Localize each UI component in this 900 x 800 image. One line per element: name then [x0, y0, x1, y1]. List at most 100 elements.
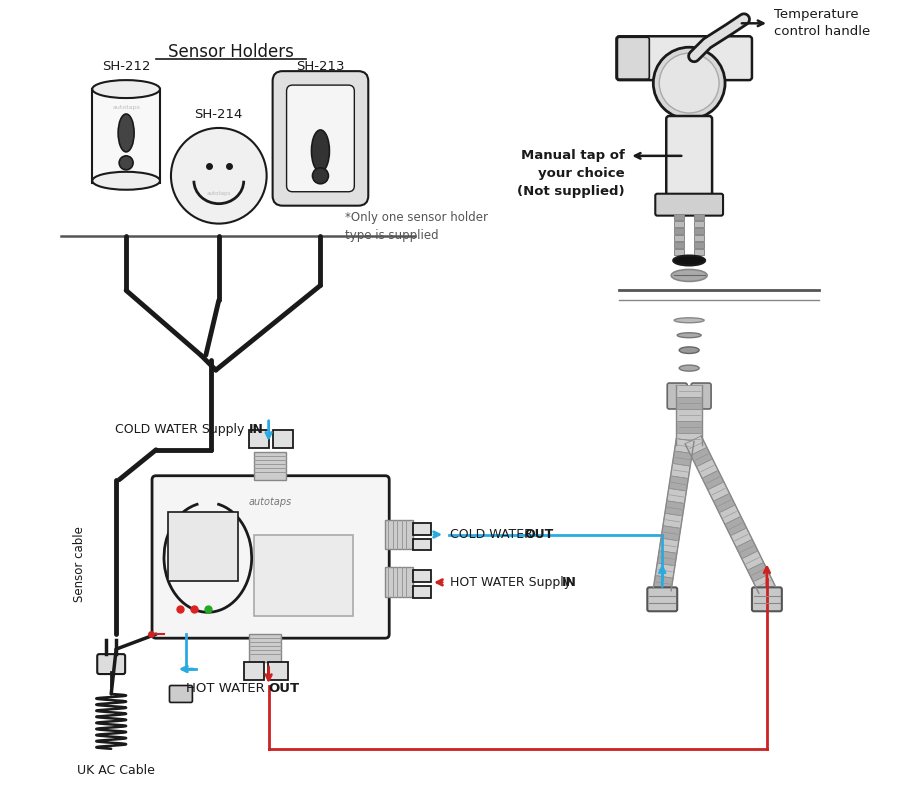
Polygon shape [670, 463, 690, 478]
Ellipse shape [677, 333, 701, 338]
Polygon shape [731, 528, 752, 547]
Bar [674, 214, 684, 220]
FancyBboxPatch shape [616, 36, 751, 80]
FancyBboxPatch shape [617, 38, 649, 79]
Polygon shape [685, 436, 706, 455]
Text: UK AC Cable: UK AC Cable [77, 764, 155, 777]
Bar [413, 538, 431, 550]
Polygon shape [742, 551, 763, 570]
Bar [385, 567, 413, 598]
FancyBboxPatch shape [752, 587, 782, 611]
FancyBboxPatch shape [667, 383, 688, 409]
Bar [413, 586, 431, 598]
Bar [694, 242, 704, 247]
Polygon shape [653, 575, 673, 590]
FancyBboxPatch shape [691, 383, 711, 409]
Polygon shape [719, 505, 741, 524]
Bar [694, 214, 704, 220]
Polygon shape [672, 451, 692, 466]
Polygon shape [676, 397, 702, 409]
Ellipse shape [680, 347, 699, 354]
FancyBboxPatch shape [286, 85, 355, 192]
Polygon shape [665, 501, 685, 516]
Circle shape [119, 156, 133, 170]
Text: autotaps: autotaps [207, 191, 231, 196]
Bar [674, 234, 684, 241]
Text: COLD WATER Supply: COLD WATER Supply [115, 423, 248, 436]
Text: SH-213: SH-213 [296, 60, 345, 73]
Text: COLD WATER: COLD WATER [450, 528, 537, 541]
Ellipse shape [671, 270, 707, 282]
FancyBboxPatch shape [273, 71, 368, 206]
Circle shape [660, 54, 719, 113]
Circle shape [653, 47, 725, 119]
Text: IN: IN [248, 423, 264, 436]
Text: SH-212: SH-212 [102, 60, 150, 73]
Ellipse shape [673, 255, 705, 266]
Circle shape [171, 128, 266, 224]
Text: Temperature
control handle: Temperature control handle [774, 8, 870, 38]
Text: Sensor cable: Sensor cable [73, 526, 86, 602]
Text: OUT: OUT [525, 528, 554, 541]
Bar [674, 249, 684, 254]
Text: Sensor Holders: Sensor Holders [167, 43, 293, 62]
Text: *Only one sensor holder
type is supplied: *Only one sensor holder type is supplied [346, 210, 489, 242]
Ellipse shape [674, 318, 704, 322]
FancyBboxPatch shape [666, 116, 712, 202]
Ellipse shape [92, 172, 160, 190]
FancyBboxPatch shape [655, 194, 723, 216]
Polygon shape [714, 494, 735, 513]
Bar [244, 662, 264, 680]
FancyBboxPatch shape [647, 587, 677, 611]
Bar [413, 570, 431, 582]
Polygon shape [702, 470, 724, 490]
Ellipse shape [311, 130, 329, 172]
Bar [413, 522, 431, 534]
Ellipse shape [118, 114, 134, 152]
Bar [168, 512, 238, 582]
Bar [674, 242, 684, 247]
Polygon shape [676, 433, 702, 445]
Polygon shape [663, 514, 682, 529]
Polygon shape [676, 385, 702, 397]
Polygon shape [676, 421, 702, 433]
Text: OUT: OUT [268, 682, 300, 695]
Bar [92, 89, 160, 182]
Text: autotaps: autotaps [112, 105, 140, 110]
Text: HOT WATER Supply: HOT WATER Supply [450, 576, 575, 589]
Bar [254, 452, 285, 480]
FancyBboxPatch shape [97, 654, 125, 674]
Polygon shape [674, 438, 694, 454]
Circle shape [312, 168, 328, 184]
Text: IN: IN [562, 576, 577, 589]
Polygon shape [697, 459, 718, 478]
Bar [248, 634, 281, 662]
Polygon shape [753, 574, 775, 594]
Polygon shape [736, 539, 758, 559]
Bar [674, 228, 684, 234]
Polygon shape [724, 516, 747, 536]
Bar [694, 249, 704, 254]
Bar [273, 430, 292, 448]
Bar [674, 221, 684, 226]
Polygon shape [659, 538, 679, 554]
FancyBboxPatch shape [152, 476, 389, 638]
Polygon shape [691, 447, 713, 467]
Ellipse shape [92, 80, 160, 98]
Text: HOT WATER: HOT WATER [185, 682, 268, 695]
Bar [248, 430, 268, 448]
Polygon shape [676, 409, 702, 421]
Text: SH-214: SH-214 [194, 108, 243, 121]
Polygon shape [669, 476, 689, 491]
Text: Manual tap of
your choice
(Not supplied): Manual tap of your choice (Not supplied) [517, 149, 625, 198]
Polygon shape [661, 526, 680, 541]
Bar [385, 519, 413, 550]
Polygon shape [657, 550, 677, 566]
Bar [267, 662, 288, 680]
Ellipse shape [680, 365, 699, 371]
Text: autotaps: autotaps [249, 497, 292, 506]
Bar [694, 221, 704, 226]
Polygon shape [655, 563, 675, 578]
Bar [254, 534, 354, 616]
Polygon shape [707, 482, 730, 502]
